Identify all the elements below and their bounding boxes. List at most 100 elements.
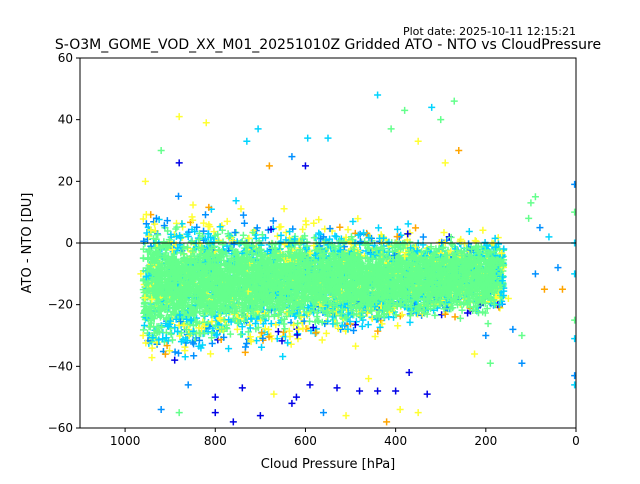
- scatter-point: [139, 277, 147, 285]
- scatter-point: [312, 329, 320, 337]
- scatter-point: [195, 329, 203, 337]
- scatter-point: [165, 347, 173, 355]
- scatter-point: [139, 215, 147, 223]
- scatter-point: [186, 320, 194, 328]
- scatter-point: [148, 267, 156, 275]
- scatter-point: [175, 349, 183, 357]
- scatter-point: [260, 315, 268, 323]
- scatter-point: [172, 232, 180, 240]
- scatter-point: [494, 234, 502, 242]
- scatter-point: [241, 343, 249, 351]
- scatter-point: [254, 324, 262, 332]
- scatter-point: [148, 354, 156, 362]
- scatter-point: [404, 220, 412, 228]
- scatter-point: [140, 245, 148, 253]
- scatter-point: [287, 340, 295, 348]
- scatter-point: [290, 321, 298, 329]
- scatter-point: [183, 230, 191, 238]
- scatter-point: [220, 333, 228, 341]
- scatter-point: [195, 342, 203, 350]
- scatter-point: [367, 250, 375, 258]
- scatter-point: [249, 228, 257, 236]
- scatter-point: [306, 249, 314, 257]
- scatter-point: [284, 339, 292, 347]
- scatter-point: [167, 230, 175, 238]
- scatter-point: [181, 347, 189, 355]
- scatter-point: [346, 317, 354, 325]
- scatter-point: [223, 242, 231, 250]
- scatter-point: [393, 225, 401, 233]
- scatter-point: [393, 233, 401, 241]
- scatter-point: [256, 240, 264, 248]
- scatter-point: [168, 246, 176, 254]
- scatter-point: [453, 246, 461, 254]
- scatter-point: [173, 223, 181, 231]
- scatter-point: [344, 325, 352, 333]
- scatter-point: [147, 226, 155, 234]
- scatter-point: [176, 318, 184, 326]
- scatter-point: [204, 230, 212, 238]
- scatter-point: [223, 217, 231, 225]
- scatter-point: [251, 311, 259, 319]
- scatter-point: [491, 234, 499, 242]
- scatter-point: [160, 222, 168, 230]
- scatter-point: [205, 203, 213, 211]
- scatter-point: [467, 246, 475, 254]
- scatter-point: [258, 329, 266, 337]
- scatter-point: [218, 222, 226, 230]
- scatter-point: [146, 323, 154, 331]
- scatter-point: [152, 235, 160, 243]
- chart-title: S-O3M_GOME_VOD_XX_M01_20251010Z Gridded …: [55, 37, 601, 53]
- scatter-point: [406, 318, 414, 326]
- scatter-point: [311, 318, 319, 326]
- scatter-point: [191, 228, 199, 236]
- scatter-point: [404, 230, 412, 238]
- scatter-point: [441, 310, 449, 318]
- scatter-point: [494, 240, 502, 248]
- scatter-point: [234, 319, 242, 327]
- scatter-point: [232, 197, 240, 205]
- scatter-point: [282, 236, 290, 244]
- scatter-point: [175, 321, 183, 329]
- scatter-point: [183, 336, 191, 344]
- scatter-point: [155, 323, 163, 331]
- scatter-point: [447, 240, 455, 248]
- scatter-point: [239, 231, 247, 239]
- scatter-point: [167, 330, 175, 338]
- scatter-point: [280, 205, 288, 213]
- scatter-point: [246, 333, 254, 341]
- scatter-point: [144, 280, 152, 288]
- scatter-point: [310, 219, 318, 227]
- scatter-point: [398, 311, 406, 319]
- scatter-point: [200, 219, 208, 227]
- scatter-point: [154, 231, 162, 239]
- scatter-point: [371, 333, 379, 341]
- scatter-point: [294, 319, 302, 327]
- scatter-point: [200, 322, 208, 330]
- scatter-point: [286, 332, 294, 340]
- scatter-point: [155, 336, 163, 344]
- scatter-point: [275, 223, 283, 231]
- scatter-point: [286, 234, 294, 242]
- scatter-points: [137, 91, 576, 426]
- scatter-point: [279, 352, 287, 360]
- scatter-point: [277, 231, 285, 239]
- scatter-point: [212, 331, 220, 339]
- scatter-point: [175, 192, 183, 200]
- scatter-point: [350, 327, 358, 335]
- scatter-point: [244, 328, 252, 336]
- scatter-point: [231, 229, 239, 237]
- scatter-point: [151, 220, 159, 228]
- scatter-point: [245, 234, 253, 242]
- scatter-point: [216, 223, 224, 231]
- scatter-point: [349, 218, 357, 226]
- scatter-point: [265, 326, 273, 334]
- scatter-point: [286, 228, 294, 236]
- scatter-point: [336, 223, 344, 231]
- scatter-point: [282, 229, 290, 237]
- scatter-point: [278, 337, 286, 345]
- scatter-point: [267, 225, 275, 233]
- scatter-point: [233, 325, 241, 333]
- scatter-point: [299, 324, 307, 332]
